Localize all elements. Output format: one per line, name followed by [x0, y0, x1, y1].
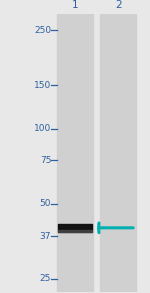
- Text: 150: 150: [34, 81, 51, 90]
- Text: 50: 50: [40, 199, 51, 208]
- Text: 2: 2: [115, 0, 121, 10]
- Text: 250: 250: [34, 25, 51, 35]
- Bar: [100, 14, 136, 292]
- Text: 37: 37: [40, 232, 51, 241]
- Bar: [57, 14, 93, 292]
- Text: 25: 25: [40, 274, 51, 283]
- Text: 100: 100: [34, 125, 51, 134]
- Text: 75: 75: [40, 156, 51, 164]
- Text: 1: 1: [72, 0, 78, 10]
